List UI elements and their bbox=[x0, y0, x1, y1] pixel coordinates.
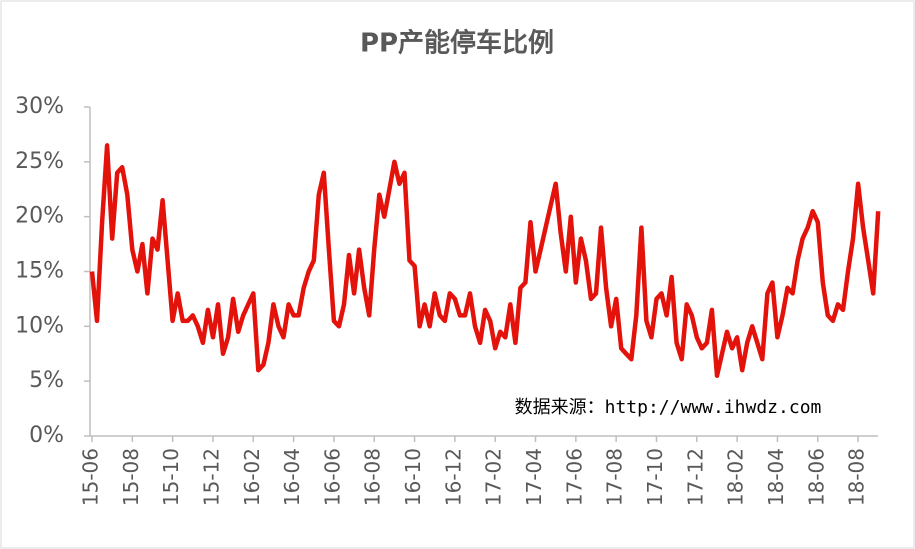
x-tick-label: 18-06 bbox=[804, 448, 828, 506]
x-tick-label: 16-06 bbox=[320, 448, 344, 506]
x-tick-label: 17-12 bbox=[683, 448, 707, 506]
y-tick-label: 5% bbox=[29, 368, 64, 393]
y-tick-label: 10% bbox=[15, 313, 64, 338]
x-tick-label: 16-10 bbox=[401, 448, 425, 506]
x-tick-label: 15-08 bbox=[119, 448, 143, 506]
chart-title: PP产能停车比例 bbox=[360, 28, 554, 59]
x-tick-label: 16-04 bbox=[280, 448, 304, 506]
x-tick-label: 17-04 bbox=[522, 448, 546, 506]
x-tick-label: 18-08 bbox=[845, 448, 869, 506]
x-tick-label: 15-10 bbox=[159, 448, 183, 506]
x-tick-label: 16-02 bbox=[240, 448, 264, 506]
x-tick-label: 16-12 bbox=[441, 448, 465, 506]
x-tick-label: 17-06 bbox=[562, 448, 586, 506]
x-tick-label: 16-08 bbox=[361, 448, 385, 506]
x-tick-label: 17-10 bbox=[643, 448, 667, 506]
x-tick-label: 18-04 bbox=[764, 448, 788, 506]
x-tick-label: 17-02 bbox=[482, 448, 506, 506]
y-tick-label: 0% bbox=[29, 423, 64, 448]
y-tick-label: 25% bbox=[15, 149, 64, 174]
data-line bbox=[89, 143, 881, 378]
y-tick-label: 30% bbox=[15, 94, 64, 119]
y-tick-label: 20% bbox=[15, 204, 64, 229]
x-tick-label: 15-06 bbox=[79, 448, 103, 506]
x-tick-label: 15-12 bbox=[199, 448, 223, 506]
x-tick-label: 17-08 bbox=[603, 448, 627, 506]
source-note: 数据来源：http://www.ihwdz.com bbox=[515, 397, 822, 418]
y-tick-label: 15% bbox=[15, 259, 64, 284]
x-tick-label: 18-02 bbox=[724, 448, 748, 506]
